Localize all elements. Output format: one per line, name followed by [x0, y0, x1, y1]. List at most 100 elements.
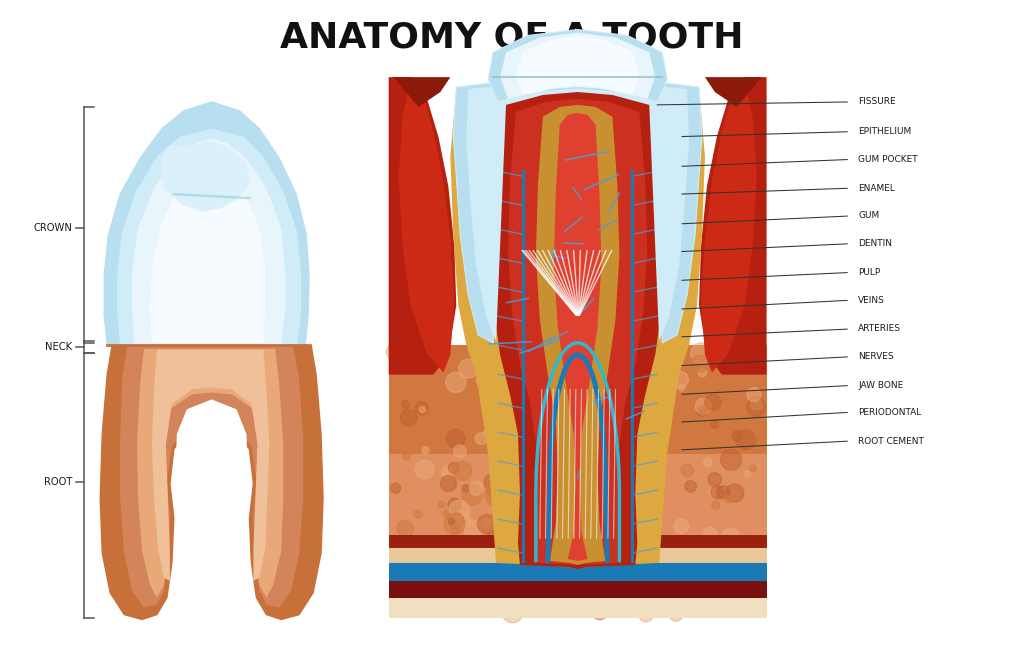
Polygon shape	[389, 598, 767, 618]
Circle shape	[672, 540, 688, 557]
Circle shape	[613, 571, 623, 580]
Polygon shape	[100, 345, 323, 620]
Circle shape	[584, 363, 591, 371]
Circle shape	[541, 559, 555, 574]
Circle shape	[699, 405, 712, 418]
Circle shape	[538, 567, 548, 578]
Circle shape	[524, 411, 535, 421]
Text: DENTIN: DENTIN	[858, 239, 892, 248]
Circle shape	[523, 550, 538, 565]
Circle shape	[721, 449, 741, 470]
Circle shape	[578, 399, 596, 417]
Circle shape	[597, 510, 610, 523]
Circle shape	[646, 367, 656, 378]
Circle shape	[459, 515, 470, 527]
Polygon shape	[466, 80, 689, 341]
Circle shape	[484, 532, 504, 551]
Circle shape	[615, 474, 633, 491]
Circle shape	[595, 352, 607, 364]
Circle shape	[561, 352, 572, 364]
Circle shape	[573, 396, 591, 413]
Circle shape	[579, 548, 585, 553]
Circle shape	[668, 360, 681, 373]
Polygon shape	[451, 82, 705, 568]
Circle shape	[482, 384, 496, 397]
Circle shape	[419, 572, 435, 589]
Text: FISSURE: FISSURE	[858, 98, 896, 106]
Circle shape	[721, 529, 740, 547]
Circle shape	[489, 537, 498, 545]
Circle shape	[488, 410, 499, 421]
Circle shape	[712, 501, 720, 510]
Polygon shape	[490, 89, 666, 569]
Circle shape	[504, 541, 511, 548]
Circle shape	[402, 452, 411, 460]
Circle shape	[506, 527, 521, 543]
Circle shape	[464, 520, 481, 538]
Circle shape	[422, 447, 429, 454]
Circle shape	[424, 553, 436, 566]
Circle shape	[449, 513, 464, 529]
Circle shape	[659, 377, 668, 385]
Circle shape	[493, 570, 501, 578]
Circle shape	[469, 481, 483, 495]
Text: JAW BONE: JAW BONE	[858, 381, 903, 390]
Circle shape	[639, 607, 653, 622]
Circle shape	[437, 501, 444, 508]
Circle shape	[571, 441, 588, 458]
Circle shape	[585, 430, 593, 438]
Circle shape	[447, 498, 461, 512]
Circle shape	[703, 458, 712, 466]
Circle shape	[624, 448, 642, 466]
Circle shape	[505, 448, 526, 469]
Circle shape	[708, 473, 722, 486]
Circle shape	[584, 444, 602, 463]
Circle shape	[567, 563, 586, 581]
Circle shape	[559, 362, 566, 369]
Circle shape	[744, 471, 751, 477]
Circle shape	[459, 359, 478, 379]
Circle shape	[592, 370, 599, 378]
Circle shape	[477, 515, 497, 534]
Circle shape	[711, 421, 718, 428]
Circle shape	[672, 371, 688, 388]
Circle shape	[490, 428, 508, 445]
Circle shape	[386, 345, 401, 360]
Circle shape	[707, 570, 720, 583]
Circle shape	[624, 409, 633, 417]
Text: PERIODONTAL: PERIODONTAL	[858, 408, 922, 417]
Circle shape	[736, 566, 753, 582]
Circle shape	[746, 398, 766, 417]
Polygon shape	[705, 77, 762, 107]
Circle shape	[751, 399, 762, 410]
Circle shape	[505, 596, 523, 614]
Circle shape	[410, 356, 423, 368]
Circle shape	[578, 595, 596, 614]
Circle shape	[449, 462, 459, 473]
Circle shape	[540, 458, 556, 474]
Circle shape	[751, 535, 761, 545]
Circle shape	[440, 476, 457, 491]
Circle shape	[484, 485, 506, 506]
Polygon shape	[389, 563, 767, 581]
Text: ENAMEL: ENAMEL	[858, 183, 895, 193]
Circle shape	[445, 372, 466, 392]
Circle shape	[746, 553, 761, 567]
Circle shape	[678, 592, 694, 608]
Circle shape	[557, 411, 570, 425]
Circle shape	[462, 485, 482, 505]
Circle shape	[521, 559, 529, 567]
Polygon shape	[699, 77, 767, 375]
Polygon shape	[536, 105, 620, 565]
Circle shape	[561, 455, 570, 465]
Circle shape	[406, 590, 419, 603]
Circle shape	[486, 479, 505, 498]
Circle shape	[550, 434, 565, 448]
Circle shape	[656, 586, 671, 601]
Polygon shape	[554, 113, 601, 561]
Circle shape	[525, 427, 547, 449]
Circle shape	[402, 591, 424, 612]
Circle shape	[477, 608, 484, 615]
Circle shape	[592, 604, 607, 620]
Circle shape	[442, 510, 450, 517]
